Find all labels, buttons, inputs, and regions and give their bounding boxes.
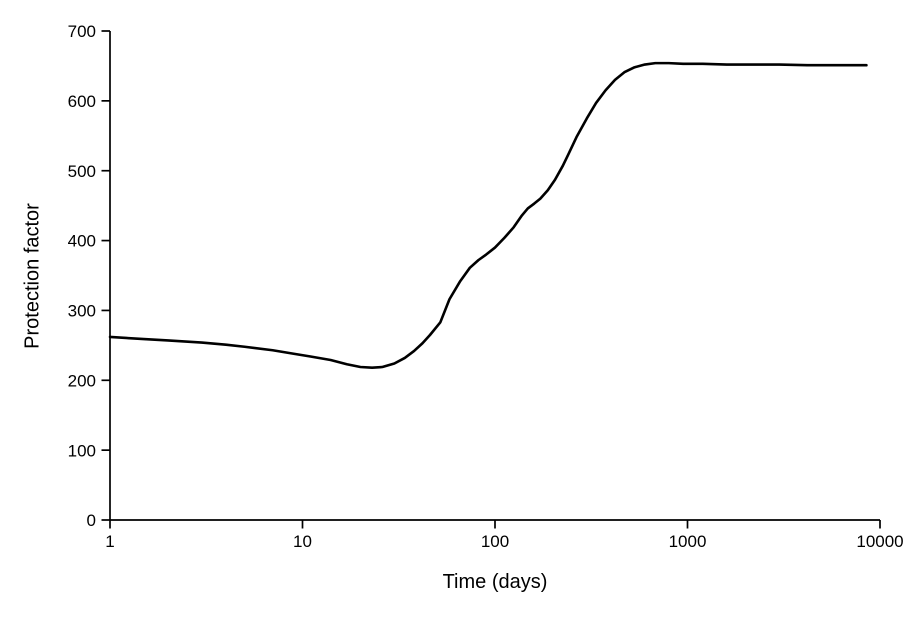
y-tick-label: 400 bbox=[68, 232, 96, 251]
y-tick-label: 0 bbox=[87, 511, 96, 530]
y-tick-label: 200 bbox=[68, 371, 96, 390]
y-tick-label: 600 bbox=[68, 92, 96, 111]
y-tick-label: 100 bbox=[68, 441, 96, 460]
data-curve bbox=[108, 61, 868, 370]
x-tick-label: 1 bbox=[105, 532, 114, 551]
x-tick-label: 10000 bbox=[856, 532, 903, 551]
x-tick-label: 10 bbox=[293, 532, 312, 551]
y-tick-label: 700 bbox=[68, 22, 96, 41]
y-tick-label: 300 bbox=[68, 302, 96, 321]
x-tick-label: 100 bbox=[481, 532, 509, 551]
x-tick-label: 1000 bbox=[669, 532, 707, 551]
y-tick-label: 500 bbox=[68, 162, 96, 181]
x-axis-title: Time (days) bbox=[442, 571, 548, 593]
y-axis-title: Protection factor bbox=[21, 203, 44, 349]
